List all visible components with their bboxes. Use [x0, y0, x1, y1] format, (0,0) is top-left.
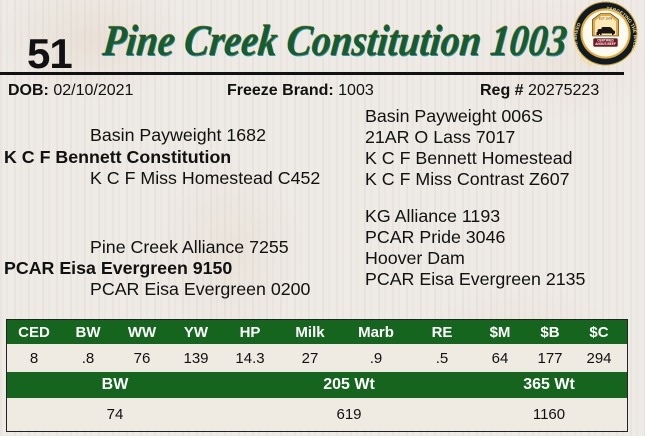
svg-text:ANGUS BEEF: ANGUS BEEF — [595, 42, 616, 46]
svg-text:EST 1978: EST 1978 — [599, 17, 613, 21]
